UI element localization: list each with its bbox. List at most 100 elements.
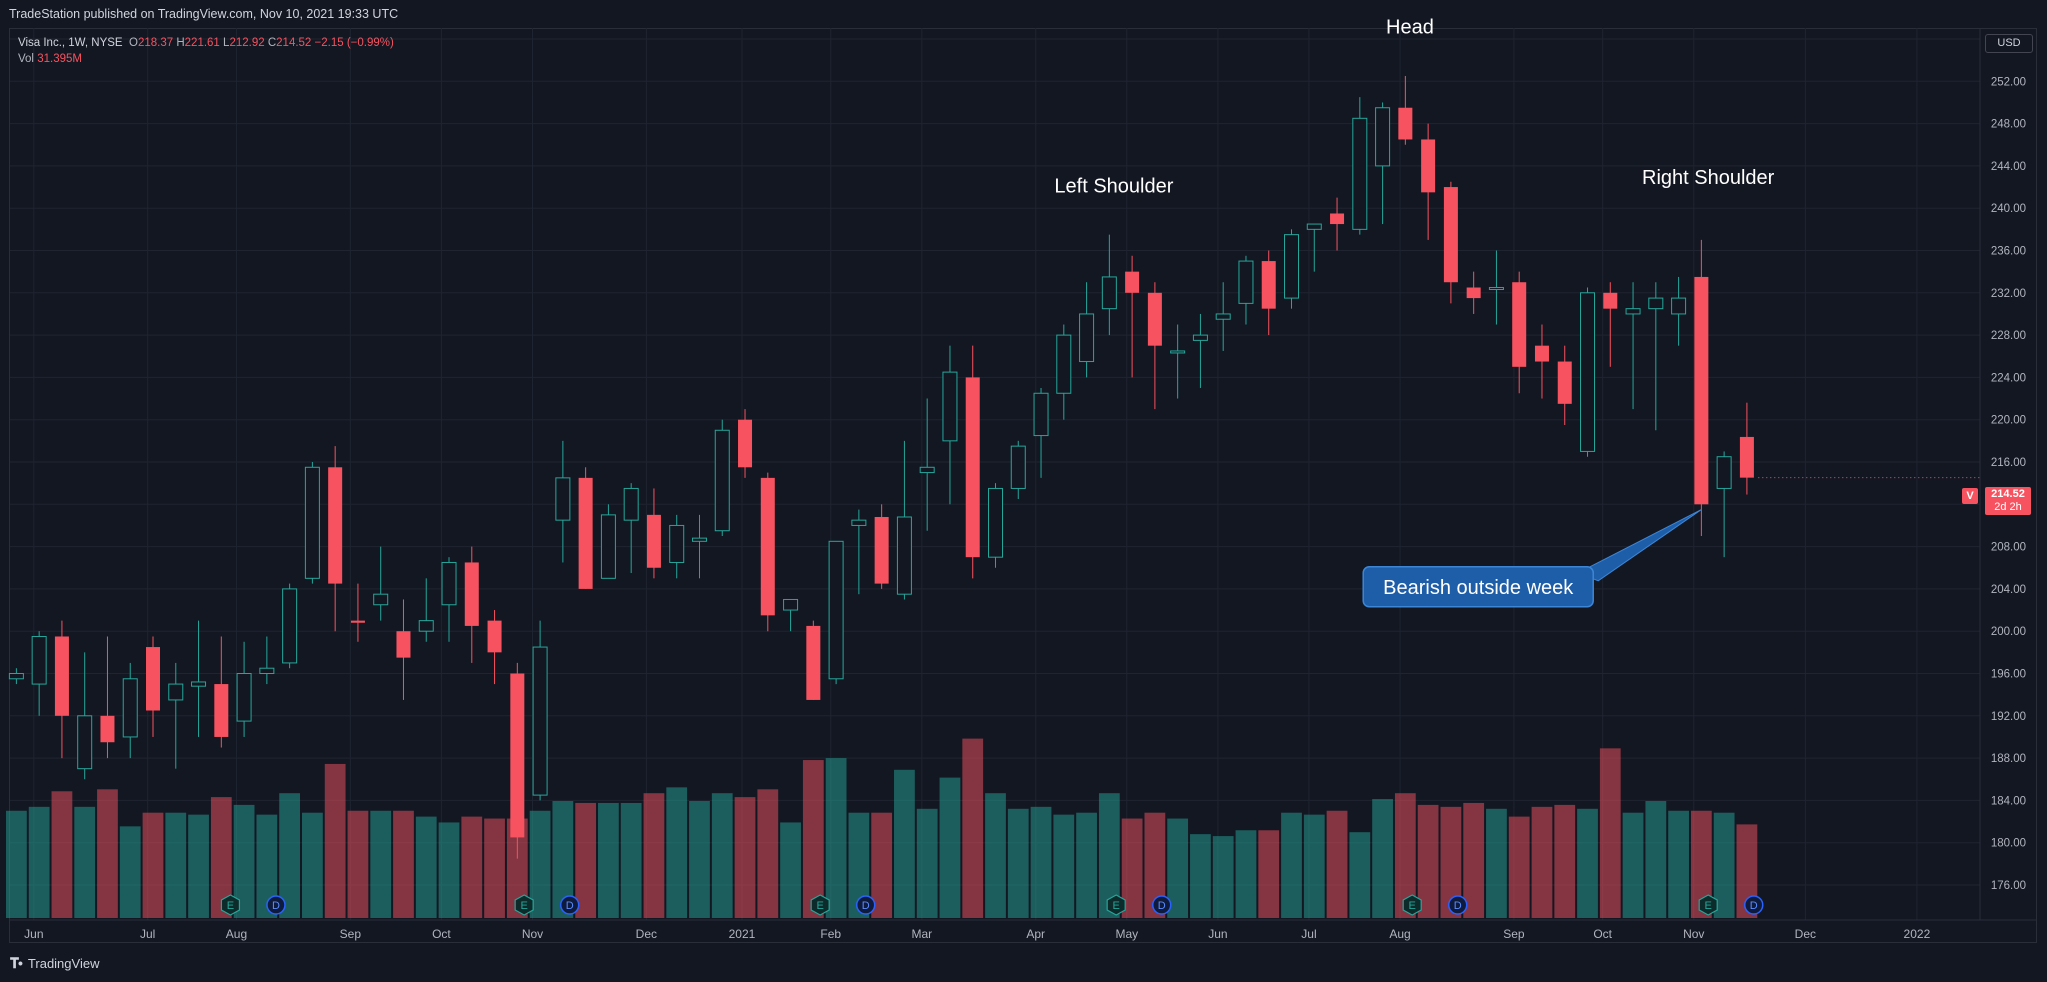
candle (1306, 223, 1322, 272)
volume-bar (1577, 808, 1598, 918)
volume-bar (1030, 806, 1052, 918)
candle-body (510, 673, 525, 838)
svg-text:E: E (227, 900, 234, 912)
volume-bar (529, 810, 551, 918)
time-tick-label: Aug (226, 927, 247, 941)
currency-button[interactable]: USD (1985, 34, 2033, 53)
volume-bar (1372, 799, 1393, 918)
volume-bar (1736, 824, 1758, 918)
time-tick-label: Mar (912, 927, 933, 941)
candle-body (1534, 345, 1549, 362)
earnings-icon: E (1402, 894, 1422, 916)
candle-body (77, 715, 93, 770)
candle (1694, 239, 1709, 537)
time-tick-label: Aug (1389, 927, 1410, 941)
volume-bar (894, 769, 915, 918)
candle (464, 546, 479, 663)
candle-body (1648, 297, 1664, 310)
candle (350, 583, 365, 642)
candle (31, 631, 47, 716)
candle-body (122, 678, 138, 738)
dividend-icon: D (1743, 895, 1764, 915)
volume-bar (620, 802, 642, 918)
candle (1488, 250, 1504, 325)
bar-countdown: 2d 2h (1994, 501, 2022, 513)
volume-series (6, 738, 1758, 918)
candle-body (783, 598, 799, 611)
candle-body (1352, 117, 1368, 230)
time-tick-label: Nov (522, 927, 543, 941)
volume-bar (370, 810, 392, 918)
publish-bar: TradeStation published on TradingView.co… (0, 0, 2047, 28)
svg-text:D: D (862, 900, 870, 912)
volume-bar (1668, 810, 1689, 918)
candle-body (1330, 213, 1345, 225)
candle-body (623, 487, 639, 521)
candle (1101, 234, 1117, 336)
candle-body (191, 681, 207, 687)
tradingview-logo-icon[interactable]: 𝐓• (10, 955, 23, 971)
candle (373, 546, 389, 621)
volume-bar (1258, 830, 1280, 918)
publish-info: TradeStation published on TradingView.co… (9, 7, 399, 21)
time-tick-label: Apr (1026, 927, 1045, 941)
volume-bar (119, 826, 141, 918)
dividend-icon: D (559, 895, 580, 915)
candle (806, 620, 821, 700)
candle-body (578, 477, 593, 589)
volume-bar (871, 812, 893, 918)
grid (10, 28, 1980, 920)
candle (1147, 282, 1162, 410)
candle-body (532, 646, 548, 796)
candle (714, 419, 730, 537)
time-tick-label: Sep (340, 927, 362, 941)
symbol-tag: V (1962, 488, 1978, 504)
candle-body (373, 593, 389, 606)
volume-value: 31.395M (37, 53, 82, 65)
price-tick-label: 244.00 (1991, 161, 2026, 173)
candle (1192, 313, 1208, 388)
candle-body (760, 477, 775, 616)
candle-body (146, 647, 161, 711)
volume-bar (1440, 806, 1462, 918)
candle-body (1580, 292, 1596, 452)
volume-bar (575, 802, 597, 918)
candle (1352, 97, 1368, 235)
dividend-icon: D (1447, 895, 1468, 915)
candle-body (464, 562, 479, 626)
footer-brand[interactable]: TradingView (27, 956, 100, 971)
volume-bar (51, 791, 73, 918)
volume-bar (916, 808, 938, 918)
time-tick-label: Dec (1795, 927, 1816, 941)
price-tick-label: 224.00 (1991, 372, 2026, 384)
candle-body (168, 683, 184, 701)
candle (1284, 229, 1300, 309)
time-tick-label: May (1115, 927, 1138, 941)
candle (783, 598, 799, 632)
volume-bar (1394, 793, 1416, 918)
symbol-legend: Visa Inc., 1W, NYSE O218.37 H221.61 L212… (18, 35, 394, 67)
volume-bar (1235, 830, 1257, 918)
candle-body (328, 467, 343, 584)
candle (828, 540, 844, 685)
candle-body (1671, 297, 1687, 315)
volume-bar (985, 793, 1006, 918)
candle (1330, 197, 1345, 251)
open-value: 218.37 (137, 37, 174, 49)
volume-bar (210, 797, 232, 918)
price-tick-label: 252.00 (1991, 76, 2026, 88)
volume-bar (1098, 793, 1120, 918)
candle (191, 620, 207, 737)
candle (1215, 282, 1231, 351)
ohlc-row: Visa Inc., 1W, NYSE O218.37 H221.61 L212… (18, 37, 394, 49)
candle-body (600, 514, 616, 579)
candle (1716, 451, 1732, 558)
dividend-icon: D (266, 895, 286, 915)
symbol-name[interactable]: Visa Inc., 1W, NYSE (18, 37, 123, 49)
candle (1443, 181, 1458, 304)
candle (942, 345, 958, 505)
candle (1261, 250, 1276, 336)
candle-body (1306, 223, 1322, 230)
candle (418, 578, 434, 642)
